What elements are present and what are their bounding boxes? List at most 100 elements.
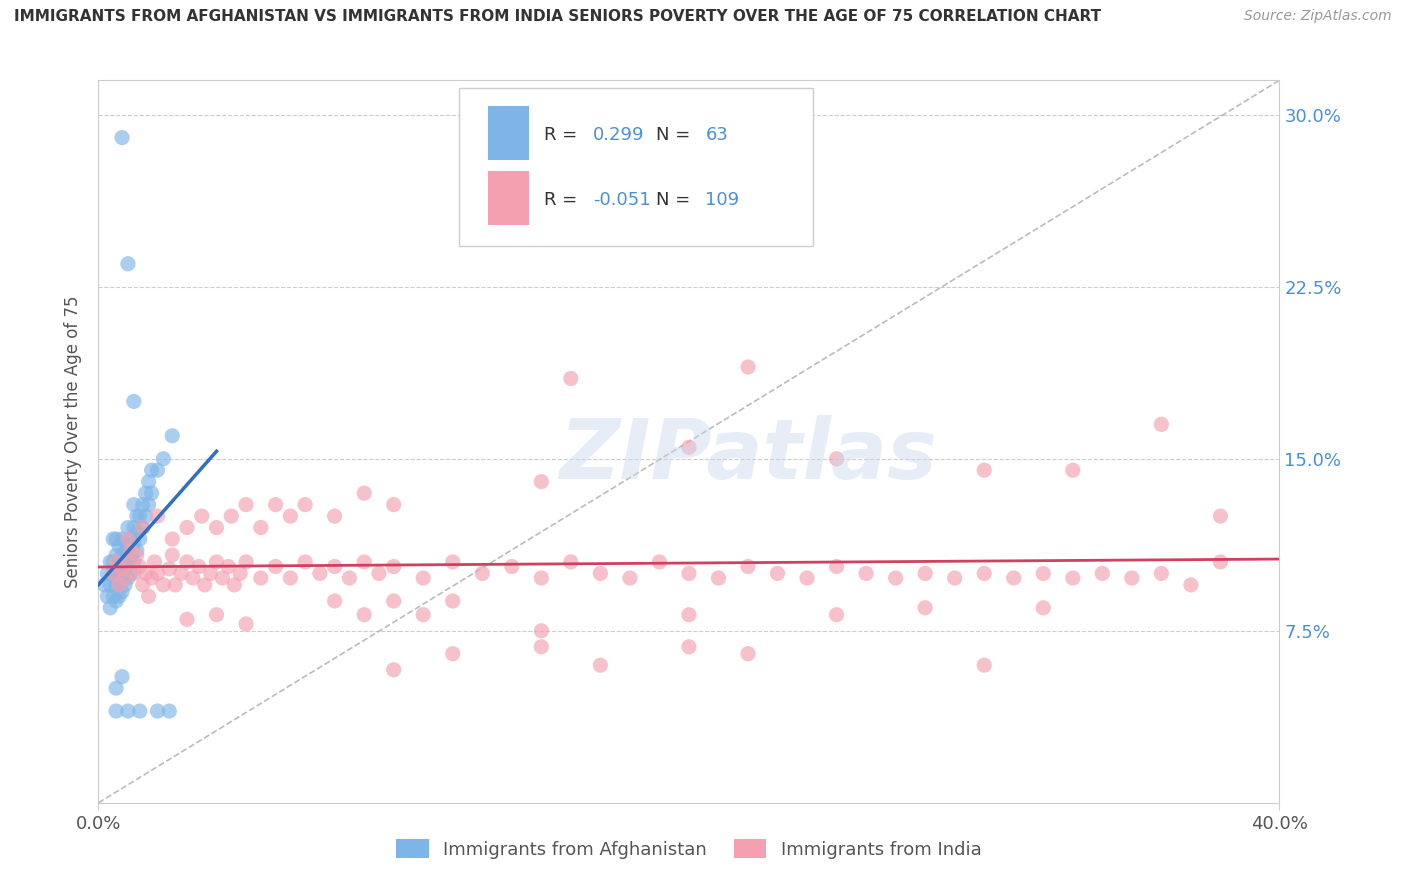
Point bbox=[382, 663, 405, 677]
Point bbox=[678, 566, 700, 581]
Text: R =: R = bbox=[544, 126, 582, 145]
Point bbox=[120, 566, 142, 581]
Point bbox=[111, 562, 134, 576]
Text: N =: N = bbox=[655, 126, 696, 145]
Point bbox=[176, 612, 198, 626]
Point bbox=[132, 520, 155, 534]
Point bbox=[132, 578, 155, 592]
Point bbox=[114, 543, 136, 558]
Point bbox=[855, 566, 877, 581]
Point bbox=[1062, 571, 1084, 585]
Point bbox=[1150, 417, 1173, 432]
Point bbox=[117, 555, 139, 569]
Point bbox=[162, 429, 183, 443]
Text: -0.051: -0.051 bbox=[593, 191, 651, 210]
Point bbox=[825, 559, 848, 574]
Point bbox=[138, 498, 160, 512]
Point bbox=[530, 475, 553, 489]
Point bbox=[235, 616, 257, 631]
Point bbox=[737, 359, 759, 374]
Point bbox=[412, 571, 434, 585]
Point bbox=[353, 555, 375, 569]
Point bbox=[530, 571, 553, 585]
Point bbox=[138, 475, 160, 489]
Point bbox=[141, 463, 163, 477]
Text: ZIPatlas: ZIPatlas bbox=[560, 416, 936, 497]
Point bbox=[125, 548, 148, 562]
Point bbox=[678, 640, 700, 654]
Point bbox=[678, 607, 700, 622]
Point bbox=[221, 509, 243, 524]
Point bbox=[105, 548, 128, 562]
Point bbox=[117, 539, 139, 553]
Point bbox=[114, 562, 136, 576]
Point bbox=[1002, 571, 1025, 585]
Point bbox=[530, 640, 553, 654]
Point bbox=[412, 607, 434, 622]
Point bbox=[105, 555, 128, 569]
Point bbox=[128, 532, 150, 546]
Point bbox=[973, 658, 995, 673]
Point bbox=[152, 578, 174, 592]
Point bbox=[323, 594, 346, 608]
Point bbox=[165, 578, 187, 592]
Point bbox=[441, 594, 464, 608]
Bar bbox=[488, 170, 530, 225]
Point bbox=[353, 486, 375, 500]
Point bbox=[205, 555, 228, 569]
Point bbox=[141, 486, 163, 500]
Point bbox=[120, 548, 142, 562]
Point bbox=[229, 566, 252, 581]
Point bbox=[943, 571, 966, 585]
Point bbox=[125, 543, 148, 558]
Point bbox=[117, 555, 139, 569]
Point bbox=[471, 566, 494, 581]
Point bbox=[294, 555, 316, 569]
Point bbox=[132, 498, 155, 512]
Point bbox=[1091, 566, 1114, 581]
Point bbox=[120, 532, 142, 546]
Point bbox=[914, 566, 936, 581]
Point bbox=[135, 509, 157, 524]
Point bbox=[138, 590, 160, 604]
Point bbox=[103, 590, 125, 604]
Point bbox=[122, 520, 145, 534]
Point bbox=[235, 555, 257, 569]
Point bbox=[323, 509, 346, 524]
Point bbox=[1062, 463, 1084, 477]
Point bbox=[1209, 509, 1232, 524]
Text: 63: 63 bbox=[706, 126, 728, 145]
Point bbox=[128, 559, 150, 574]
Point bbox=[194, 578, 217, 592]
Point bbox=[224, 578, 246, 592]
Point bbox=[294, 498, 316, 512]
Point bbox=[122, 394, 145, 409]
Point bbox=[217, 559, 239, 574]
Point bbox=[914, 600, 936, 615]
Point bbox=[176, 555, 198, 569]
Point bbox=[108, 578, 131, 592]
Point bbox=[125, 525, 148, 540]
Text: 0.299: 0.299 bbox=[593, 126, 645, 145]
Point bbox=[117, 520, 139, 534]
Point bbox=[530, 624, 553, 638]
Point bbox=[187, 559, 209, 574]
Point bbox=[122, 555, 145, 569]
Y-axis label: Seniors Poverty Over the Age of 75: Seniors Poverty Over the Age of 75 bbox=[65, 295, 83, 588]
Point bbox=[105, 578, 128, 592]
Point bbox=[103, 566, 125, 581]
Point bbox=[122, 498, 145, 512]
Point bbox=[111, 584, 134, 599]
Point bbox=[157, 704, 180, 718]
Point bbox=[117, 532, 139, 546]
Point bbox=[103, 566, 125, 581]
Point bbox=[132, 520, 155, 534]
Point bbox=[353, 607, 375, 622]
Point bbox=[200, 566, 222, 581]
Point bbox=[146, 463, 169, 477]
Point bbox=[98, 600, 121, 615]
Point bbox=[280, 571, 302, 585]
Point bbox=[128, 704, 150, 718]
Point bbox=[501, 559, 523, 574]
Point bbox=[211, 571, 233, 585]
